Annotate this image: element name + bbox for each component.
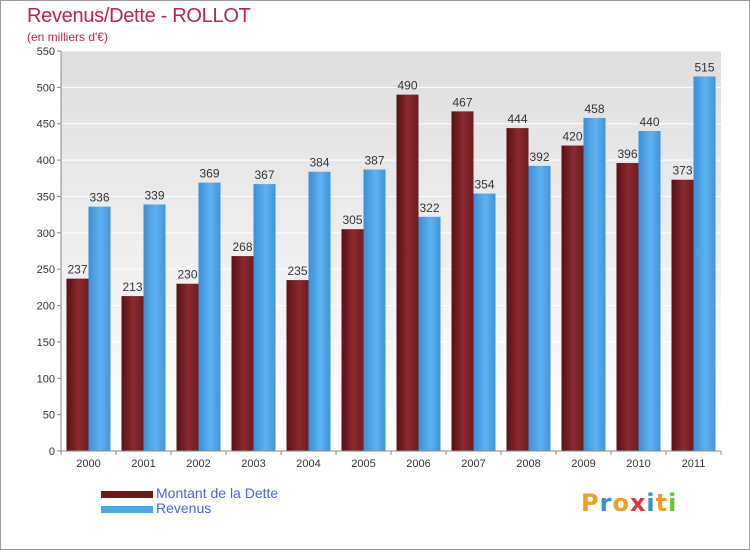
bar-revenus bbox=[198, 182, 221, 452]
bar-dette bbox=[341, 229, 364, 451]
legend-label-dette: Montant de la Dette bbox=[156, 485, 279, 501]
bar-revenus bbox=[528, 165, 551, 451]
bar-dette bbox=[176, 283, 199, 451]
x-tick-label: 2002 bbox=[186, 458, 210, 470]
y-tick-label: 150 bbox=[37, 337, 55, 349]
data-label-revenus: 354 bbox=[474, 178, 494, 192]
data-label-dette: 373 bbox=[672, 164, 692, 178]
data-label-revenus: 339 bbox=[144, 188, 164, 202]
logo-letter: x bbox=[629, 489, 647, 517]
data-label-dette: 235 bbox=[287, 264, 307, 278]
data-label-dette: 213 bbox=[122, 280, 142, 294]
bar-revenus bbox=[418, 216, 441, 451]
x-tick-label: 2000 bbox=[76, 458, 100, 470]
data-label-revenus: 515 bbox=[694, 60, 714, 74]
bar-dette bbox=[286, 280, 309, 451]
bar-dette bbox=[506, 128, 529, 451]
bar-revenus bbox=[583, 117, 606, 451]
y-tick-label: 400 bbox=[37, 155, 55, 167]
logo-letter: P bbox=[581, 489, 600, 517]
y-tick-label: 500 bbox=[37, 82, 55, 94]
bar-dette bbox=[396, 94, 419, 452]
y-tick-label: 0 bbox=[49, 446, 55, 458]
bar-dette bbox=[616, 163, 639, 451]
x-tick-label: 2008 bbox=[516, 458, 540, 470]
bar-revenus bbox=[88, 206, 111, 451]
bar-dette bbox=[561, 145, 584, 451]
chart-subtitle: (en milliers d'€) bbox=[27, 30, 108, 44]
data-label-revenus: 369 bbox=[199, 167, 219, 181]
logo-letter: i bbox=[646, 489, 656, 517]
data-label-revenus: 367 bbox=[254, 168, 274, 182]
y-tick-label: 200 bbox=[37, 301, 55, 313]
bar-revenus bbox=[473, 193, 496, 451]
data-label-revenus: 392 bbox=[529, 150, 549, 164]
bar-revenus bbox=[638, 131, 661, 451]
bar-revenus bbox=[143, 204, 166, 451]
legend-swatch-dette bbox=[101, 491, 153, 498]
y-tick-label: 250 bbox=[37, 264, 55, 276]
data-label-dette: 230 bbox=[177, 268, 197, 282]
logo-letter: i bbox=[668, 489, 678, 517]
data-label-dette: 396 bbox=[617, 147, 637, 161]
x-tick-label: 2006 bbox=[406, 458, 430, 470]
data-label-dette: 444 bbox=[507, 112, 527, 126]
data-label-revenus: 387 bbox=[364, 154, 384, 168]
data-label-dette: 237 bbox=[67, 263, 87, 277]
x-tick-label: 2007 bbox=[461, 458, 485, 470]
bar-revenus bbox=[253, 184, 276, 451]
chart-title: Revenus/Dette - ROLLOT bbox=[27, 5, 251, 27]
x-tick-label: 2009 bbox=[571, 458, 595, 470]
y-tick-label: 550 bbox=[37, 46, 55, 58]
data-label-dette: 305 bbox=[342, 213, 362, 227]
legend-swatch-revenus bbox=[101, 506, 153, 513]
bar-revenus bbox=[308, 171, 331, 451]
data-label-revenus: 440 bbox=[639, 115, 659, 129]
data-label-revenus: 322 bbox=[419, 201, 439, 215]
data-label-revenus: 336 bbox=[89, 191, 109, 205]
data-label-revenus: 458 bbox=[584, 102, 604, 116]
bar-dette bbox=[66, 278, 89, 451]
x-tick-label: 2011 bbox=[682, 458, 706, 470]
logo-letter: t bbox=[655, 489, 669, 517]
data-label-dette: 467 bbox=[452, 95, 472, 109]
x-tick-label: 2004 bbox=[296, 458, 320, 470]
data-label-dette: 490 bbox=[397, 79, 417, 93]
logo-letter: r bbox=[599, 489, 613, 517]
bar-dette bbox=[451, 111, 474, 451]
bar-revenus bbox=[363, 169, 386, 451]
proxiti-logo: Proxiti bbox=[581, 489, 677, 517]
x-tick-label: 2005 bbox=[351, 458, 375, 470]
x-tick-label: 2001 bbox=[131, 458, 155, 470]
bar-dette bbox=[671, 179, 694, 451]
bar-revenus bbox=[693, 76, 716, 452]
bar-dette bbox=[121, 296, 144, 451]
y-tick-label: 50 bbox=[43, 410, 55, 422]
y-tick-label: 300 bbox=[37, 228, 55, 240]
logo-letter: o bbox=[612, 489, 630, 517]
x-tick-label: 2003 bbox=[241, 458, 265, 470]
y-tick-label: 450 bbox=[37, 119, 55, 131]
legend-label-revenus: Revenus bbox=[156, 500, 212, 516]
data-label-dette: 420 bbox=[562, 130, 582, 144]
plot-area bbox=[61, 51, 721, 451]
y-tick-label: 100 bbox=[37, 373, 55, 385]
y-tick-label: 350 bbox=[37, 191, 55, 203]
data-label-revenus: 384 bbox=[309, 156, 329, 170]
data-label-dette: 268 bbox=[232, 240, 252, 254]
bar-dette bbox=[231, 256, 254, 451]
x-tick-label: 2010 bbox=[626, 458, 650, 470]
